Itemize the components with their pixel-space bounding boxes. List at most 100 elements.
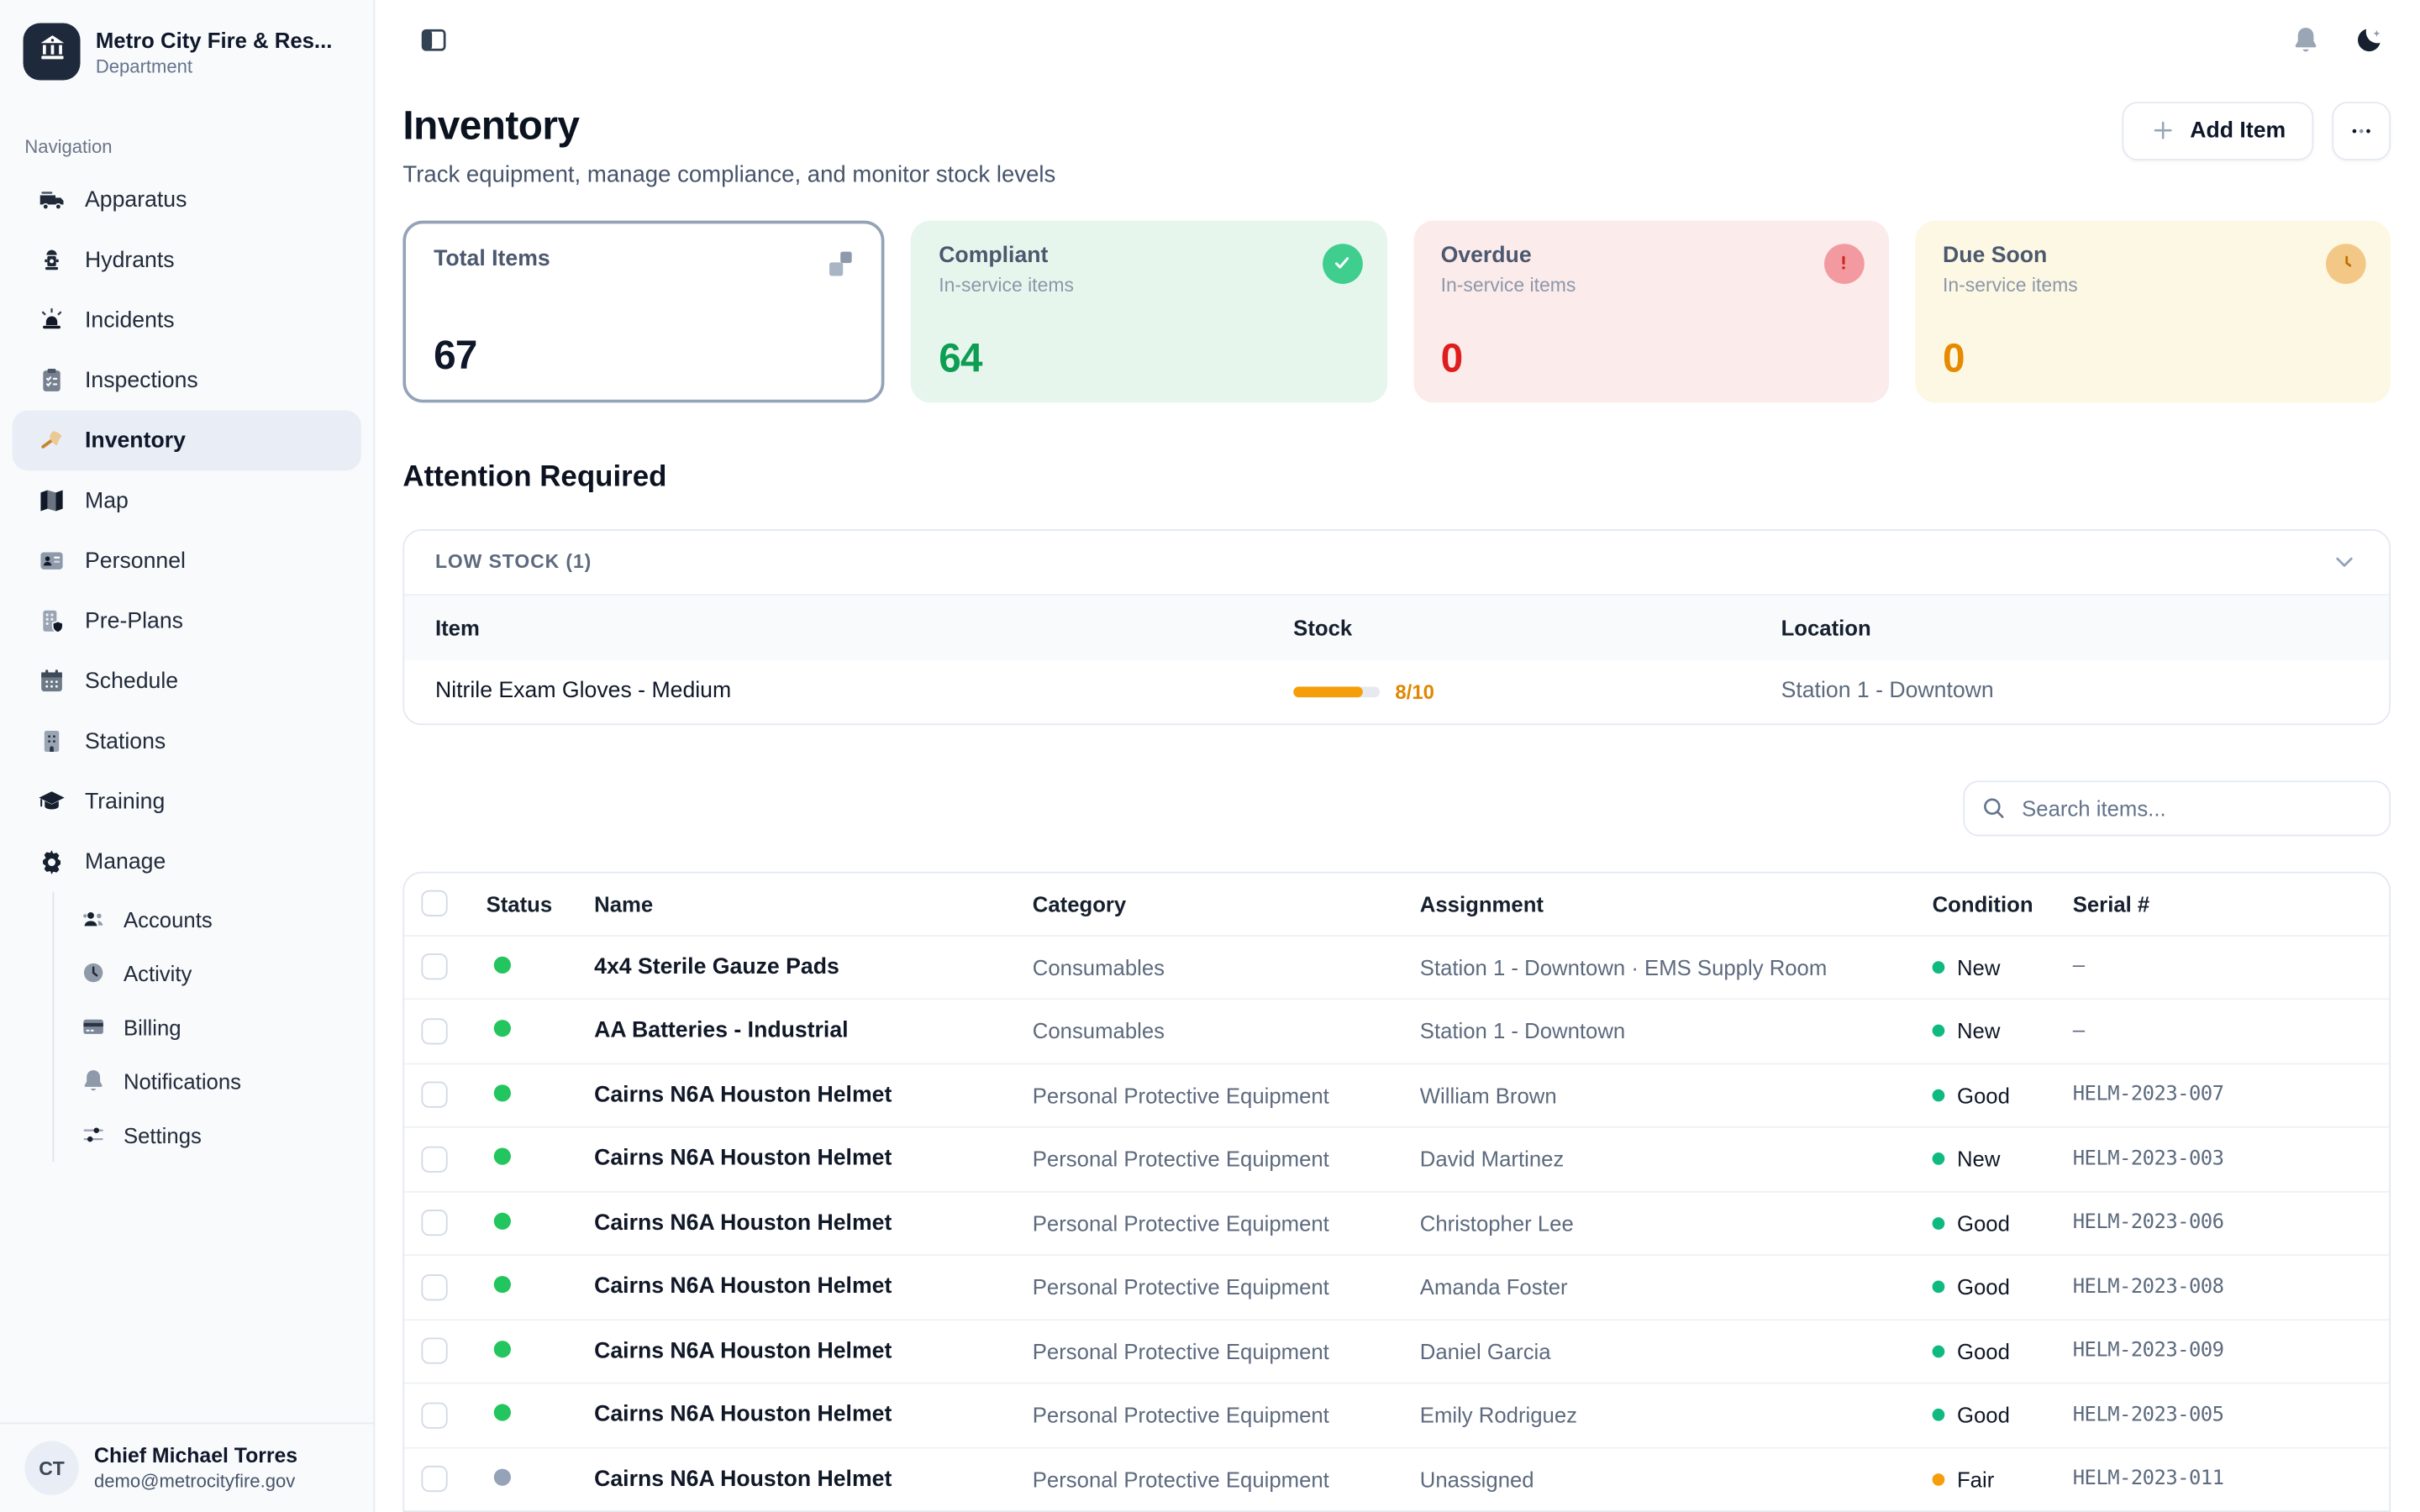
sidebar-item-personnel[interactable]: Personnel bbox=[13, 531, 361, 591]
item-condition: Good bbox=[1933, 1210, 2073, 1235]
sidebar-item-hydrants[interactable]: Hydrants bbox=[13, 230, 361, 291]
status-cell bbox=[487, 1145, 595, 1173]
item-category: Personal Protective Equipment bbox=[1033, 1339, 1420, 1363]
sidebar-item-pre-plans[interactable]: Pre-Plans bbox=[13, 591, 361, 651]
table-row[interactable]: Cairns N6A Houston HelmetPersonal Protec… bbox=[404, 1318, 2389, 1382]
status-cell bbox=[487, 1017, 595, 1045]
row-checkbox[interactable] bbox=[421, 954, 447, 980]
manage-subnav: AccountsActivity Billing NotificationsSett… bbox=[52, 892, 373, 1162]
inventory-table: Status Name Category Assignment Conditio… bbox=[402, 871, 2391, 1512]
sidebar-item-label: Hydrants bbox=[85, 248, 175, 272]
row-checkbox[interactable] bbox=[421, 1146, 447, 1172]
column-assignment: Assignment bbox=[1420, 891, 1933, 916]
stock-meter bbox=[1293, 685, 1380, 696]
row-checkbox[interactable] bbox=[421, 1082, 447, 1108]
row-checkbox[interactable] bbox=[421, 1402, 447, 1428]
row-checkbox[interactable] bbox=[421, 1338, 447, 1364]
sidebar-item-stations[interactable]: Stations bbox=[13, 711, 361, 772]
sliders-icon bbox=[81, 1121, 107, 1147]
building-shield-icon bbox=[37, 606, 66, 636]
sidebar-subitem-billing[interactable]: Billing bbox=[54, 1000, 373, 1053]
user-profile[interactable]: CT Chief Michael Torres demo@metrocityfi… bbox=[0, 1422, 373, 1512]
stat-card-value: 67 bbox=[434, 331, 857, 379]
sidebar-item-inspections[interactable]: Inspections bbox=[13, 350, 361, 411]
notifications-bell-icon[interactable] bbox=[2291, 24, 2322, 55]
sidebar-item-map[interactable]: Map bbox=[13, 470, 361, 531]
add-item-button[interactable]: Add Item bbox=[2122, 101, 2313, 160]
column-serial: Serial # bbox=[2073, 891, 2390, 916]
item-category: Personal Protective Equipment bbox=[1033, 1083, 1420, 1107]
sidebar-item-label: Manage bbox=[85, 849, 166, 874]
row-checkbox[interactable] bbox=[421, 1018, 447, 1044]
check-icon bbox=[1322, 243, 1362, 283]
item-serial: — bbox=[2073, 955, 2390, 979]
status-dot bbox=[494, 1276, 511, 1293]
sidebar-item-schedule[interactable]: Schedule bbox=[13, 651, 361, 711]
stat-card-subtitle: In-service items bbox=[1441, 274, 1576, 296]
stat-card-title: Due Soon bbox=[1943, 243, 2078, 267]
avatar: CT bbox=[24, 1441, 78, 1495]
select-all-checkbox[interactable] bbox=[421, 890, 447, 916]
low-stock-location[interactable]: Station 1 - Downtown bbox=[1781, 679, 2359, 703]
status-cell bbox=[487, 1337, 595, 1365]
sidebar-subitem-label: Billing bbox=[124, 1015, 182, 1039]
more-actions-button[interactable] bbox=[2332, 101, 2391, 160]
column-category: Category bbox=[1033, 891, 1420, 916]
item-assignment: David Martinez bbox=[1420, 1147, 1933, 1171]
credit-card-icon bbox=[81, 1014, 107, 1040]
condition-dot bbox=[1933, 1089, 1945, 1101]
brand[interactable]: Metro City Fire & Res... Department bbox=[0, 0, 373, 99]
item-assignment: Station 1 - Downtown bbox=[1420, 1019, 1933, 1043]
table-row[interactable]: 4x4 Sterile Gauze PadsConsumablesStation… bbox=[404, 934, 2389, 998]
sidebar-subitem-settings[interactable]: Settings bbox=[54, 1108, 373, 1162]
row-checkbox[interactable] bbox=[421, 1210, 447, 1236]
condition-dot bbox=[1933, 1217, 1945, 1230]
status-cell bbox=[487, 953, 595, 981]
content: Inventory Track equipment, manage compli… bbox=[375, 80, 2420, 1512]
stat-card-compliant[interactable]: CompliantIn-service items64 bbox=[911, 220, 1386, 402]
sidebar-subitem-activity[interactable]: Activity bbox=[54, 946, 373, 1000]
status-dot bbox=[494, 1341, 511, 1357]
item-category: Personal Protective Equipment bbox=[1033, 1210, 1420, 1235]
item-serial: HELM-2023-003 bbox=[2073, 1147, 2390, 1171]
row-checkbox[interactable] bbox=[421, 1466, 447, 1492]
exclamation-icon bbox=[1824, 243, 1865, 283]
item-name: Cairns N6A Houston Helmet bbox=[594, 1083, 1033, 1107]
app-window: Metro City Fire & Res... Department Navi… bbox=[0, 0, 2420, 1512]
table-row[interactable]: Cairns N6A Houston HelmetPersonal Protec… bbox=[404, 1446, 2389, 1510]
page-subtitle: Track equipment, manage compliance, and … bbox=[402, 161, 1055, 187]
column-location: Location bbox=[1781, 615, 2359, 639]
sidebar-subitem-notifications[interactable]: Notifications bbox=[54, 1053, 373, 1107]
item-name: Cairns N6A Houston Helmet bbox=[594, 1339, 1033, 1363]
sidebar-item-apparatus[interactable]: Apparatus bbox=[13, 170, 361, 230]
sidebar-item-manage[interactable]: Manage bbox=[13, 832, 361, 892]
table-row[interactable]: AA Batteries - IndustrialConsumablesStat… bbox=[404, 998, 2389, 1062]
item-name: Cairns N6A Houston Helmet bbox=[594, 1467, 1033, 1491]
brand-subtitle: Department bbox=[96, 55, 333, 76]
item-serial: HELM-2023-009 bbox=[2073, 1340, 2390, 1363]
sidebar-item-label: Stations bbox=[85, 729, 166, 753]
status-dot bbox=[494, 1084, 511, 1101]
row-checkbox[interactable] bbox=[421, 1274, 447, 1300]
sidebar-item-incidents[interactable]: Incidents bbox=[13, 290, 361, 350]
item-serial: HELM-2023-008 bbox=[2073, 1276, 2390, 1299]
item-serial: — bbox=[2073, 1020, 2390, 1043]
sidebar-item-label: Pre-Plans bbox=[85, 609, 183, 633]
sidebar-toggle-icon[interactable] bbox=[418, 24, 450, 55]
table-row[interactable]: Cairns N6A Houston HelmetPersonal Protec… bbox=[404, 1254, 2389, 1318]
stat-card-due-soon[interactable]: Due SoonIn-service items0 bbox=[1915, 220, 2391, 402]
item-condition: New bbox=[1933, 1147, 2073, 1171]
search-input[interactable] bbox=[1963, 780, 2391, 835]
table-row[interactable]: Cairns N6A Houston HelmetPersonal Protec… bbox=[404, 1063, 2389, 1126]
sidebar-item-training[interactable]: Training bbox=[13, 771, 361, 832]
sidebar-subitem-accounts[interactable]: Accounts bbox=[54, 892, 373, 946]
stat-card-total-items[interactable]: Total Items67 bbox=[402, 220, 885, 402]
table-row[interactable]: Cairns N6A Houston HelmetPersonal Protec… bbox=[404, 1383, 2389, 1446]
sidebar-item-inventory[interactable]: Inventory bbox=[13, 411, 361, 471]
table-row[interactable]: Cairns N6A Houston HelmetPersonal Protec… bbox=[404, 1190, 2389, 1254]
stat-card-overdue[interactable]: OverdueIn-service items0 bbox=[1413, 220, 1889, 402]
column-stock: Stock bbox=[1293, 615, 1781, 639]
table-row[interactable]: Cairns N6A Houston HelmetPersonal Protec… bbox=[404, 1126, 2389, 1190]
low-stock-panel-header[interactable]: LOW STOCK (1) bbox=[404, 530, 2389, 595]
dark-mode-moon-icon[interactable] bbox=[2354, 24, 2385, 55]
